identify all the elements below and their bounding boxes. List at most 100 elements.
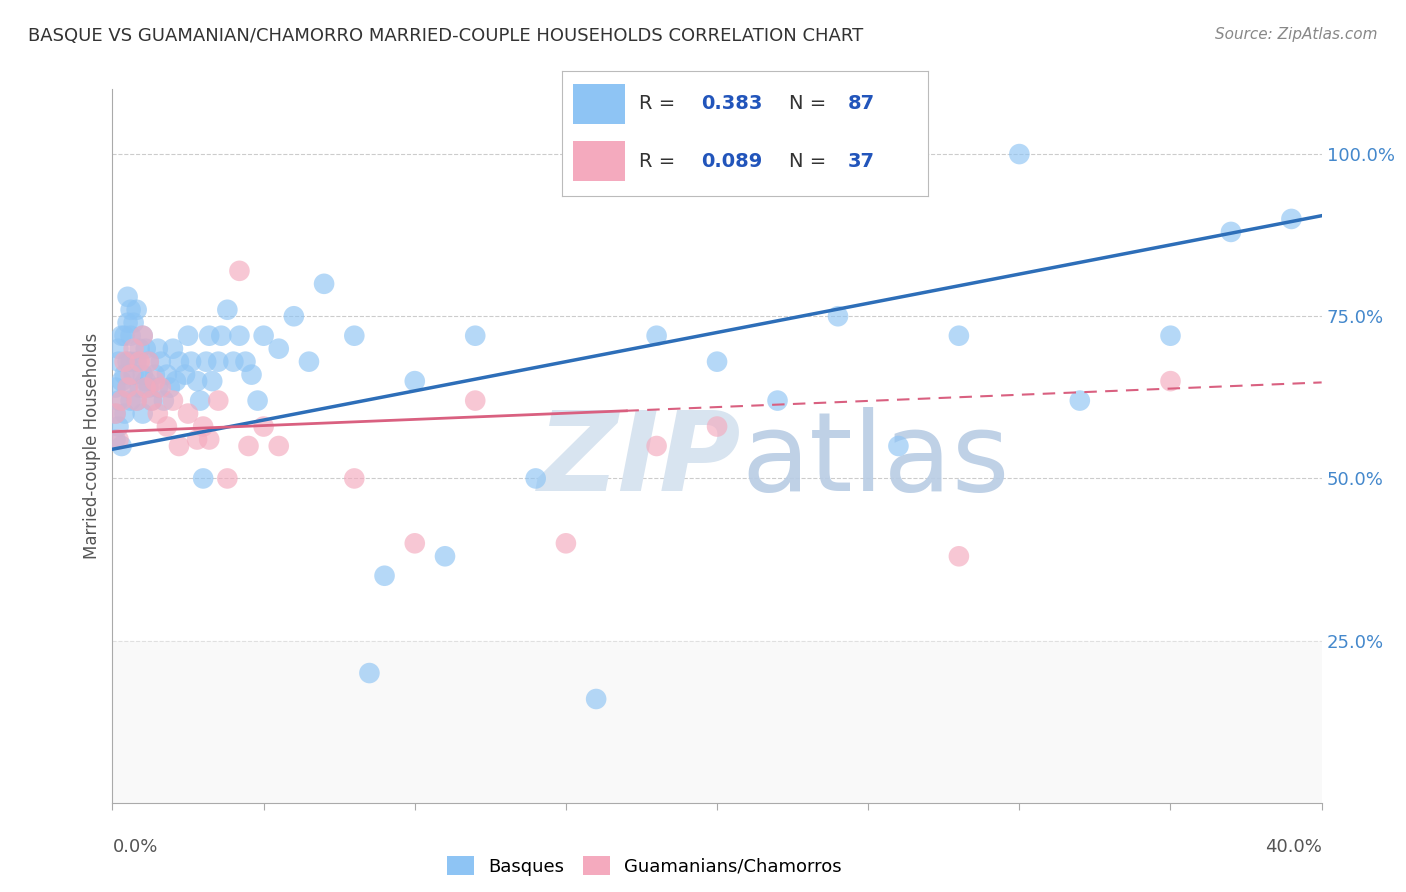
Point xyxy=(114,328,136,343)
Point xyxy=(107,354,129,368)
Point xyxy=(645,328,668,343)
Point xyxy=(433,549,456,564)
Point xyxy=(267,342,290,356)
Point xyxy=(343,328,366,343)
Point xyxy=(110,393,132,408)
Point xyxy=(125,354,148,368)
Point xyxy=(149,381,172,395)
Point xyxy=(143,374,166,388)
Point xyxy=(198,433,221,447)
Point xyxy=(135,381,157,395)
Point xyxy=(120,368,142,382)
Point xyxy=(585,692,607,706)
Point xyxy=(766,393,789,408)
Text: Source: ZipAtlas.com: Source: ZipAtlas.com xyxy=(1215,27,1378,42)
Point xyxy=(135,374,157,388)
Point xyxy=(314,277,336,291)
Point xyxy=(1008,147,1031,161)
Point xyxy=(132,328,155,343)
Point xyxy=(156,419,179,434)
Point xyxy=(1069,393,1091,408)
Point xyxy=(104,381,127,395)
Point xyxy=(125,393,148,408)
Point xyxy=(645,439,668,453)
Point xyxy=(191,419,214,434)
Point xyxy=(222,354,245,368)
Point xyxy=(1159,328,1181,343)
Point xyxy=(162,342,184,356)
Point xyxy=(464,393,486,408)
Point xyxy=(195,354,218,368)
Point xyxy=(132,368,155,382)
Bar xyxy=(112,640,1322,803)
Point xyxy=(138,354,160,368)
Point xyxy=(207,393,229,408)
Point xyxy=(120,328,142,343)
Text: ZIP: ZIP xyxy=(537,407,741,514)
Point xyxy=(110,439,132,453)
Point xyxy=(186,433,208,447)
Point xyxy=(1279,211,1302,226)
Point xyxy=(404,374,426,388)
Point xyxy=(156,368,179,382)
Point xyxy=(217,471,239,485)
Point xyxy=(107,419,129,434)
Point xyxy=(706,419,728,434)
Point xyxy=(177,328,200,343)
Point xyxy=(198,328,221,343)
Point xyxy=(180,354,202,368)
Point xyxy=(246,393,269,408)
Point xyxy=(186,374,208,388)
Text: 0.089: 0.089 xyxy=(702,152,762,170)
Point xyxy=(228,328,250,343)
Text: 40.0%: 40.0% xyxy=(1265,838,1322,856)
Point xyxy=(120,302,142,317)
Point xyxy=(174,368,197,382)
Point xyxy=(146,407,169,421)
Point xyxy=(125,393,148,408)
Text: R =: R = xyxy=(640,152,682,170)
Point xyxy=(404,536,426,550)
Text: atlas: atlas xyxy=(741,407,1010,514)
Point xyxy=(228,264,250,278)
Point xyxy=(146,381,169,395)
Point xyxy=(122,368,145,382)
Point xyxy=(167,354,190,368)
Point xyxy=(110,374,132,388)
Point xyxy=(120,354,142,368)
Point xyxy=(117,316,139,330)
Point xyxy=(827,310,849,324)
Point xyxy=(201,374,224,388)
Point xyxy=(135,342,157,356)
Point xyxy=(117,354,139,368)
Legend: Basques, Guamanians/Chamorros: Basques, Guamanians/Chamorros xyxy=(447,856,842,876)
Point xyxy=(120,393,142,408)
Point xyxy=(207,354,229,368)
Point xyxy=(706,354,728,368)
Point xyxy=(165,374,187,388)
Point xyxy=(107,433,129,447)
Point xyxy=(141,393,163,408)
Point xyxy=(143,368,166,382)
Point xyxy=(283,310,305,324)
Point xyxy=(267,439,290,453)
Point xyxy=(209,328,232,343)
Point xyxy=(125,302,148,317)
Point xyxy=(948,549,970,564)
Point xyxy=(138,381,160,395)
Point xyxy=(464,328,486,343)
Point xyxy=(1159,374,1181,388)
Point xyxy=(238,439,260,453)
Text: 37: 37 xyxy=(848,152,875,170)
Point xyxy=(217,302,239,317)
Point xyxy=(253,328,276,343)
Point xyxy=(253,419,276,434)
Point xyxy=(114,368,136,382)
Point xyxy=(107,342,129,356)
Point xyxy=(141,393,163,408)
Text: 0.383: 0.383 xyxy=(702,95,762,113)
Point xyxy=(948,328,970,343)
Point xyxy=(122,316,145,330)
Point xyxy=(114,354,136,368)
Point xyxy=(117,381,139,395)
